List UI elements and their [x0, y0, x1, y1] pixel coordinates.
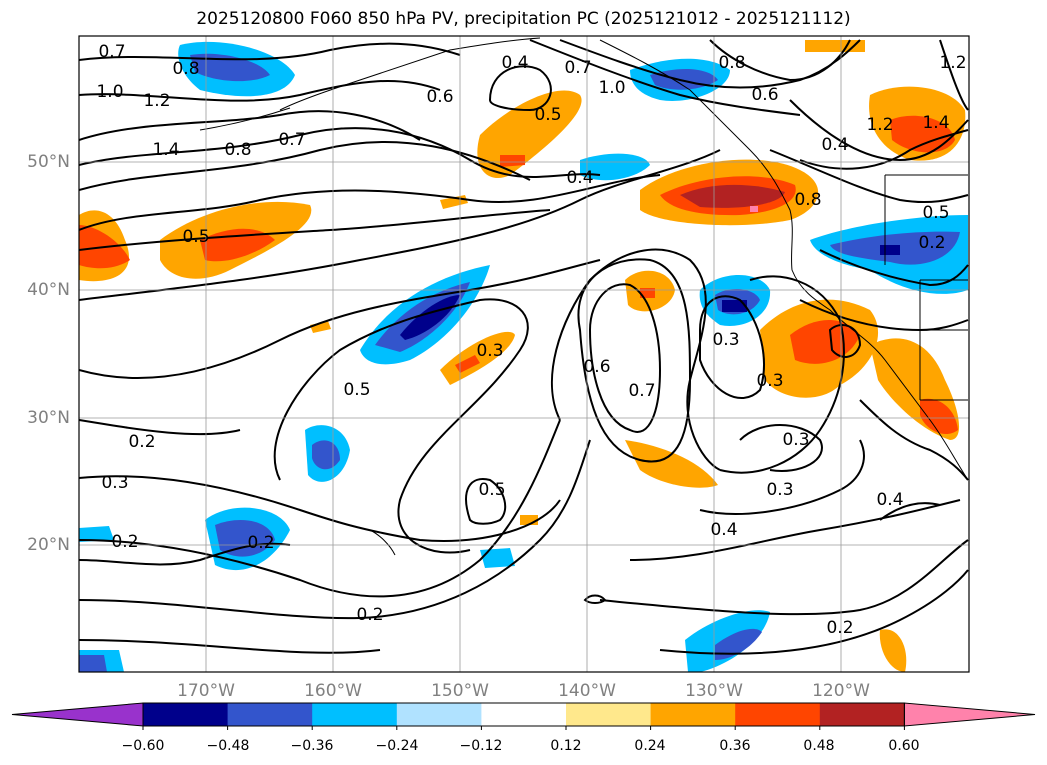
contour-label: 0.7: [278, 130, 305, 150]
colorbar-segment: [566, 703, 652, 726]
lat-label-40n: 40°N: [27, 280, 70, 300]
colorbar-segment: [143, 703, 229, 726]
contour-label: 0.7: [98, 42, 125, 62]
lat-label-30n: 30°N: [27, 408, 70, 428]
colorbar-frame: [142, 702, 905, 727]
map-title: 2025120800 F060 850 hPa PV, precipitatio…: [196, 9, 851, 29]
contour-label: 0.7: [564, 58, 591, 78]
lat-label-50n: 50°N: [27, 152, 70, 172]
colorbar-segment: [481, 703, 567, 726]
contour-label: 1.2: [143, 91, 170, 111]
gridlines: [79, 36, 969, 672]
colorbar-label-1: −0.48: [206, 738, 250, 754]
contour-label: 0.4: [876, 490, 903, 510]
colorbar-segment: [396, 703, 482, 726]
colorbar-label-7: 0.36: [719, 738, 751, 754]
pv-contours: [79, 39, 969, 655]
contour-label: 0.2: [247, 533, 274, 553]
contour-label: 0.4: [501, 53, 528, 73]
colorbar-segment: [735, 703, 821, 726]
contour-label: 0.5: [182, 227, 209, 247]
contour-label: 0.3: [756, 371, 783, 391]
colorbar-segment: [312, 703, 398, 726]
colorbar-label-0: −0.60: [121, 738, 165, 754]
contour-label: 0.3: [101, 473, 128, 493]
colorbar-arrow-high: [903, 702, 1036, 727]
lon-label-150w: 150°W: [431, 681, 489, 701]
contour-label: 0.3: [766, 480, 793, 500]
contour-label: 0.8: [718, 53, 745, 73]
colorbar-label-4: −0.12: [459, 738, 503, 754]
contour-label: 0.4: [566, 168, 593, 188]
contour-label: 0.5: [343, 380, 370, 400]
contour-label: 1.0: [96, 82, 123, 102]
contour-label: 1.2: [939, 53, 966, 73]
contour-label: 0.2: [826, 618, 853, 638]
contour-label: 1.2: [866, 115, 893, 135]
contour-label: 0.3: [476, 341, 503, 361]
contour-label: 0.8: [794, 190, 821, 210]
contour-label: 0.2: [918, 233, 945, 253]
colorbar-segments: [11, 702, 1036, 727]
colorbar-label-3: −0.24: [375, 738, 419, 754]
colorbar-segment: [650, 703, 736, 726]
contour-label: 0.6: [583, 357, 610, 377]
map-frame: [78, 35, 970, 673]
colorbar-ticks: [142, 726, 905, 730]
contour-label: 0.2: [111, 532, 138, 552]
lat-label-20n: 20°N: [27, 535, 70, 555]
colorbar-segment: [819, 703, 905, 726]
contour-label: 0.3: [782, 430, 809, 450]
contour-label: 0.7: [628, 381, 655, 401]
contour-label: 1.0: [598, 78, 625, 98]
contour-label: 1.4: [922, 113, 949, 133]
colorbar-label-8: 0.48: [803, 738, 835, 754]
contour-label: 0.5: [534, 105, 561, 125]
colorbar-segment: [227, 703, 313, 726]
lon-label-120w: 120°W: [812, 681, 870, 701]
lon-label-170w: 170°W: [177, 681, 235, 701]
contour-label: 0.5: [478, 480, 505, 500]
contour-label: 1.4: [152, 140, 179, 160]
contour-label: 0.2: [356, 605, 383, 625]
lon-label-160w: 160°W: [304, 681, 362, 701]
colorbar-label-5: 0.12: [550, 738, 582, 754]
contour-labels: 0.7 0.8 1.0 1.2 1.4 0.8 0.7 0.5 0.4 0.6 0.7 1.0 0.8 0…: [96, 42, 966, 638]
contour-label: 0.3: [712, 330, 739, 350]
contour-label: 0.6: [751, 85, 778, 105]
contour-label: 0.4: [821, 135, 848, 155]
contour-label: 0.6: [426, 87, 453, 107]
colorbar-label-9: 0.60: [888, 738, 920, 754]
coastlines: [199, 37, 969, 556]
contour-label: 0.5: [922, 203, 949, 223]
colorbar-label-6: 0.24: [634, 738, 666, 754]
lon-label-130w: 130°W: [685, 681, 743, 701]
colorbar-label-2: −0.36: [290, 738, 334, 754]
colorbar-arrow-low: [11, 702, 144, 727]
contour-label: 0.8: [224, 140, 251, 160]
precip-shading: [79, 40, 968, 672]
lon-label-140w: 140°W: [558, 681, 616, 701]
contour-label: 0.8: [172, 59, 199, 79]
contour-label: 0.4: [710, 520, 737, 540]
contour-label: 0.2: [128, 432, 155, 452]
